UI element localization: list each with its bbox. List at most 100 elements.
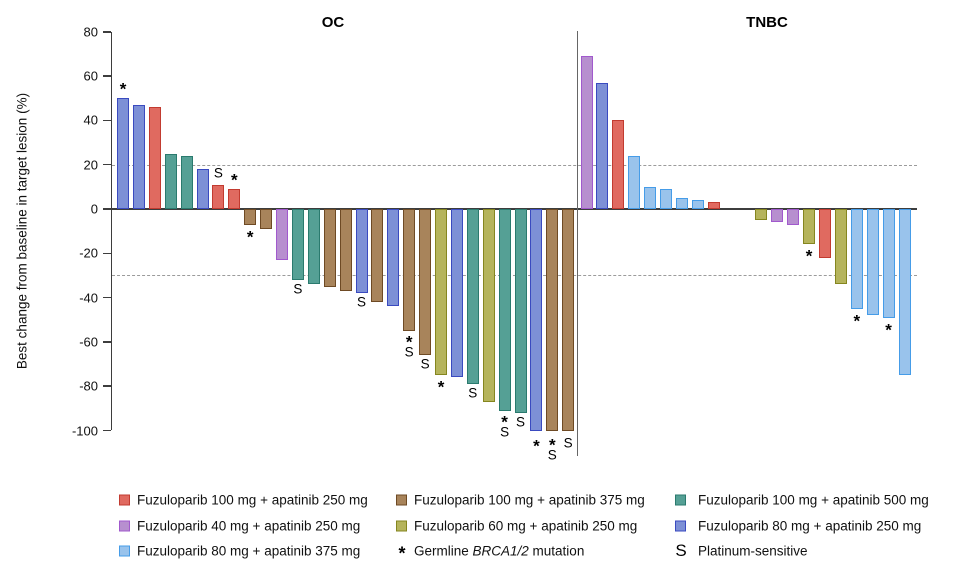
y-axis-tick [102, 31, 111, 33]
brca-mutation-mark: * [501, 412, 508, 432]
bar [307, 209, 320, 285]
y-tick-label: -40 [79, 290, 98, 306]
platinum-sensitive-mark: S [404, 344, 414, 360]
legend-platinum-s: S [675, 541, 687, 560]
platinum-sensitive-mark: S [293, 281, 303, 297]
y-axis-tick [102, 119, 111, 122]
bar [675, 197, 688, 209]
bar [244, 209, 257, 225]
zero-baseline [110, 208, 917, 210]
bar [850, 209, 863, 309]
bar [498, 209, 511, 411]
bar [580, 56, 593, 209]
bar [596, 82, 609, 209]
bar [276, 209, 288, 260]
y-axis-tick [102, 163, 111, 166]
bar [514, 209, 527, 413]
y-tick-label: 60 [83, 68, 98, 84]
bar [117, 98, 129, 209]
y-axis-title: Best change from baseline in target lesi… [14, 92, 30, 370]
platinum-sensitive-mark: S [563, 434, 573, 450]
brca-mutation-mark: * [119, 79, 127, 99]
legend-swatch-red [119, 494, 130, 506]
brca-mutation-mark: * [885, 320, 892, 340]
legend-label: Fuzuloparib 100 mg + apatinib 250 mg [137, 492, 368, 508]
bar [196, 169, 209, 209]
platinum-sensitive-mark: S [468, 385, 478, 401]
platinum-sensitive-mark: S [515, 414, 526, 430]
bar [323, 209, 336, 287]
legend-label: Platinum-sensitive [698, 543, 808, 559]
bar [882, 209, 895, 318]
bar [228, 189, 241, 209]
brca-mutation-mark: * [437, 377, 445, 397]
bar [787, 209, 800, 225]
bar [546, 209, 559, 431]
platinum-sensitive-mark: S [420, 356, 430, 372]
y-axis-line [110, 31, 112, 431]
bar [562, 209, 575, 431]
legend-swatch-lightblue [119, 545, 130, 557]
bar [691, 200, 704, 209]
legend-swatch-purple [119, 520, 130, 532]
bar [387, 209, 400, 307]
bar [148, 107, 161, 209]
legend-label: Fuzuloparib 40 mg + apatinib 250 mg [137, 518, 361, 534]
y-axis-tick [102, 296, 111, 299]
bar [644, 186, 657, 209]
reference-line [112, 164, 917, 166]
platinum-sensitive-mark: S [500, 423, 510, 439]
legend-label: Fuzuloparib 80 mg + apatinib 375 mg [137, 543, 361, 559]
bar [164, 153, 177, 209]
y-tick-label: 80 [83, 24, 98, 40]
legend-label: Germline BRCA1/2 mutation [414, 543, 585, 559]
bar [466, 209, 479, 384]
bar [450, 209, 463, 378]
y-axis-tick [102, 429, 111, 432]
bar [339, 209, 352, 291]
y-axis-tick [102, 252, 111, 255]
bar [132, 104, 145, 209]
y-tick-label: -80 [79, 378, 98, 394]
panel-separator [577, 31, 578, 456]
bar [819, 209, 831, 258]
bar [898, 209, 911, 376]
legend-swatch-brown [396, 494, 407, 506]
legend-label: Fuzuloparib 100 mg + apatinib 375 mg [414, 492, 645, 508]
platinum-sensitive-mark: S [356, 294, 367, 310]
brca-mutation-mark: * [405, 332, 413, 352]
bar [866, 209, 879, 316]
brca-mutation-mark: * [805, 246, 813, 266]
bar [803, 209, 816, 245]
legend-label: Fuzuloparib 60 mg + apatinib 250 mg [414, 518, 638, 534]
bar [180, 155, 193, 209]
brca-mutation-mark: * [533, 436, 540, 455]
legend-label: Fuzuloparib 100 mg + apatinib 500 mg [698, 492, 929, 508]
platinum-sensitive-mark: S [547, 446, 557, 462]
brca-mutation-mark: * [230, 170, 238, 190]
bar [834, 209, 847, 285]
y-axis-tick [102, 208, 111, 210]
brca-mutation-mark: * [246, 227, 254, 246]
bar [530, 209, 543, 431]
y-tick-label: 0 [90, 201, 98, 217]
y-tick-label: -100 [71, 423, 98, 438]
y-tick-label: 40 [83, 112, 98, 128]
y-axis-tick [102, 385, 111, 387]
bar [212, 184, 225, 209]
bar [291, 209, 304, 280]
bar [660, 189, 672, 209]
bar [260, 209, 273, 229]
brca-mutation-mark: * [853, 311, 861, 331]
bar [371, 209, 384, 303]
platinum-sensitive-mark: S [213, 164, 223, 180]
y-tick-label: -20 [79, 245, 98, 261]
panel-title-tnbc: TNBC [746, 14, 788, 31]
bar [482, 209, 495, 402]
y-axis-tick [102, 341, 111, 343]
legend-swatch-teal [675, 494, 686, 506]
legend-swatch-olive [396, 520, 407, 532]
bar [435, 209, 447, 376]
y-tick-label: -60 [79, 334, 98, 350]
